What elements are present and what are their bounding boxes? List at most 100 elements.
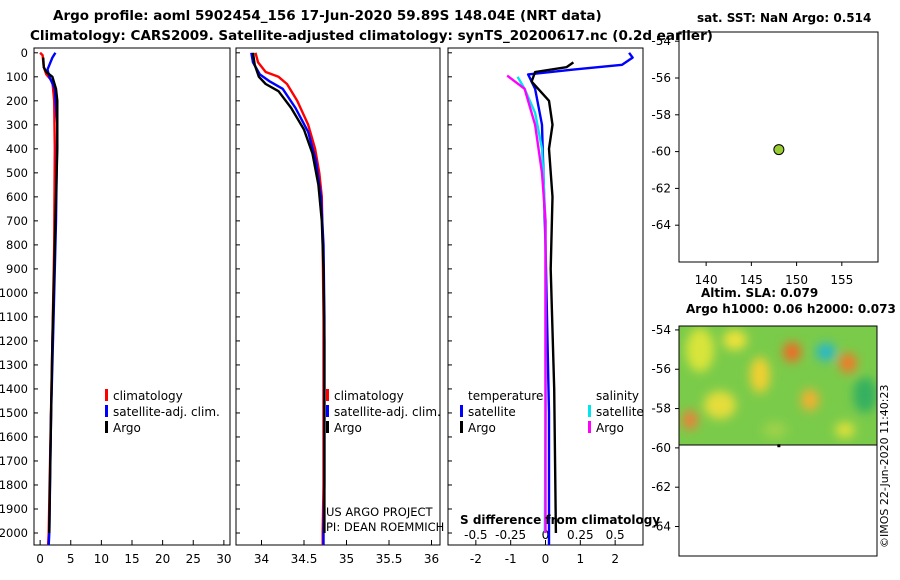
legend-swatch-sal-argo — [588, 421, 591, 433]
series-line-satellite-adj-clim- — [250, 52, 326, 545]
difference-axis-label: S difference from climatology — [460, 513, 660, 527]
map-y-tick-label: -58 — [651, 108, 671, 122]
location-map-ticks: 140 145 150 155 -54 -56 -58 -60 -62 -64 — [651, 34, 853, 287]
map-y-tick-label: -64 — [651, 218, 671, 232]
depth-tick-label: 1100 — [0, 310, 28, 324]
salinity-panel: 34 34.5 35 35.5 36 climatology satellite-adj… — [235, 47, 444, 566]
x-tick-label: 25 — [186, 552, 201, 566]
depth-tick-label: 1200 — [0, 334, 28, 348]
map-y-tick-label: -62 — [651, 181, 671, 195]
depth-tick-label: 1800 — [0, 478, 28, 492]
difference-lines — [506, 52, 634, 545]
x-tick-label: 0 — [36, 552, 44, 566]
depth-tick-label: 800 — [6, 238, 28, 252]
salinity-x-ticks: 34 34.5 35 35.5 36 — [236, 52, 439, 566]
x-tick-label: 5 — [67, 552, 75, 566]
series-line-temperature-satellite — [526, 52, 634, 545]
sla-y-tick-label: -60 — [651, 441, 671, 455]
depth-tick-label: 700 — [6, 214, 28, 228]
legend-swatch-climatology — [326, 389, 329, 401]
legend-label-temp-satellite: satellite — [468, 405, 516, 419]
sla-map-title: Altim. SLA: 0.079 — [701, 286, 818, 300]
header-line-1: Argo profile: aoml 5902454_156 17-Jun-20… — [53, 8, 602, 24]
x-tick-label: -2 — [470, 552, 482, 566]
series-line-climatology — [254, 52, 325, 545]
difference-panel: -2 -1 0 1 2 -0.5 -0.25 0 0.25 0.5 temperature sat… — [447, 47, 660, 566]
x-secondary-tick-label: -0.5 — [464, 528, 487, 542]
series-line-salinity-argo — [506, 74, 547, 533]
series-line-salinity-satellite — [516, 76, 547, 534]
map-x-tick-label: 150 — [785, 273, 808, 287]
depth-tick-label: 1300 — [0, 358, 28, 372]
legend-label-temp-argo: Argo — [468, 421, 496, 435]
x-secondary-tick-label: 0 — [542, 528, 550, 542]
depth-tick-label: 400 — [6, 142, 28, 156]
depth-tick-label: 600 — [6, 190, 28, 204]
location-map-panel: sat. SST: NaN Argo: 0.514 140 145 150 155 -5… — [651, 11, 879, 287]
depth-tick-label: 300 — [6, 118, 28, 132]
x-secondary-tick-label: 0.5 — [606, 528, 625, 542]
x-tick-label: 36 — [424, 552, 439, 566]
legend-swatch-temp-argo — [460, 421, 463, 433]
sla-y-tick-label: -62 — [651, 480, 671, 494]
legend-label-sal-argo: Argo — [596, 421, 624, 435]
sla-y-tick-label: -54 — [651, 323, 671, 337]
x-tick-label: 35.5 — [376, 552, 403, 566]
depth-tick-label: 1000 — [0, 286, 28, 300]
depth-tick-label: 0 — [21, 46, 28, 60]
header-line-2: Climatology: CARS2009. Satellite-adjuste… — [30, 28, 713, 44]
sla-y-tick-label: -64 — [651, 520, 671, 534]
legend-label-satellite: satellite-adj. clim. — [113, 405, 220, 419]
sla-map-panel: Altim. SLA: 0.079 Argo h1000: 0.06 h2000… — [651, 286, 896, 557]
temperature-x-ticks: 0 5 10 15 20 25 30 — [34, 52, 232, 566]
depth-tick-label: 1500 — [0, 406, 28, 420]
sla-map-subtitle: Argo h1000: 0.06 h2000: 0.073 — [686, 302, 896, 316]
x-tick-label: 15 — [124, 552, 139, 566]
legend-swatch-satellite — [326, 405, 329, 417]
sla-map-points — [777, 444, 781, 448]
credit-pi: PI: DEAN ROEMMICH — [326, 520, 444, 534]
sla-y-tick-label: -58 — [651, 402, 671, 416]
legend-title-salinity: salinity — [596, 389, 639, 403]
difference-legend: temperature satellite Argo salinity sate… — [460, 389, 644, 435]
imos-timestamp: ©IMOS 22-Jun-2020 11:40:23 — [878, 384, 891, 548]
depth-tick-label: 1900 — [0, 502, 28, 516]
x-tick-label: 2 — [611, 552, 619, 566]
x-tick-label: 34 — [254, 552, 269, 566]
legend-swatch-argo — [326, 421, 329, 433]
credit-project: US ARGO PROJECT — [326, 505, 434, 519]
legend-title-temperature: temperature — [468, 389, 543, 403]
x-tick-label: -1 — [505, 552, 517, 566]
temperature-legend: climatology satellite-adj. clim. Argo — [105, 389, 220, 435]
x-tick-label: 30 — [216, 552, 231, 566]
x-tick-label: 10 — [94, 552, 109, 566]
legend-swatch-argo — [105, 421, 108, 433]
legend-swatch-sal-satellite — [588, 405, 591, 417]
location-map-title: sat. SST: NaN Argo: 0.514 — [697, 11, 871, 25]
sla-location-marker — [777, 444, 781, 448]
depth-tick-label: 200 — [6, 94, 28, 108]
depth-tick-label: 1700 — [0, 454, 28, 468]
map-y-tick-label: -56 — [651, 71, 671, 85]
temperature-plot-frame — [33, 47, 231, 546]
x-tick-label: 20 — [155, 552, 170, 566]
depth-tick-label: 1400 — [0, 382, 28, 396]
depth-tick-label: 500 — [6, 166, 28, 180]
x-tick-label: 34.5 — [291, 552, 318, 566]
sla-y-tick-label: -56 — [651, 362, 671, 376]
depth-tick-label: 2000 — [0, 526, 28, 540]
legend-swatch-satellite — [105, 405, 108, 417]
x-secondary-tick-label: -0.25 — [495, 528, 526, 542]
salinity-plot-frame — [235, 47, 441, 546]
legend-label-satellite: satellite-adj. clim. — [334, 405, 441, 419]
legend-label-argo: Argo — [113, 421, 141, 435]
depth-tick-label: 900 — [6, 262, 28, 276]
x-tick-label: 0 — [542, 552, 550, 566]
map-x-tick-label: 145 — [740, 273, 763, 287]
map-x-tick-label: 155 — [830, 273, 853, 287]
sla-map-frame — [678, 325, 878, 557]
legend-label-argo: Argo — [334, 421, 362, 435]
salinity-lines — [250, 52, 326, 545]
location-map-points — [773, 144, 785, 156]
legend-label-sal-satellite: satellite — [596, 405, 644, 419]
